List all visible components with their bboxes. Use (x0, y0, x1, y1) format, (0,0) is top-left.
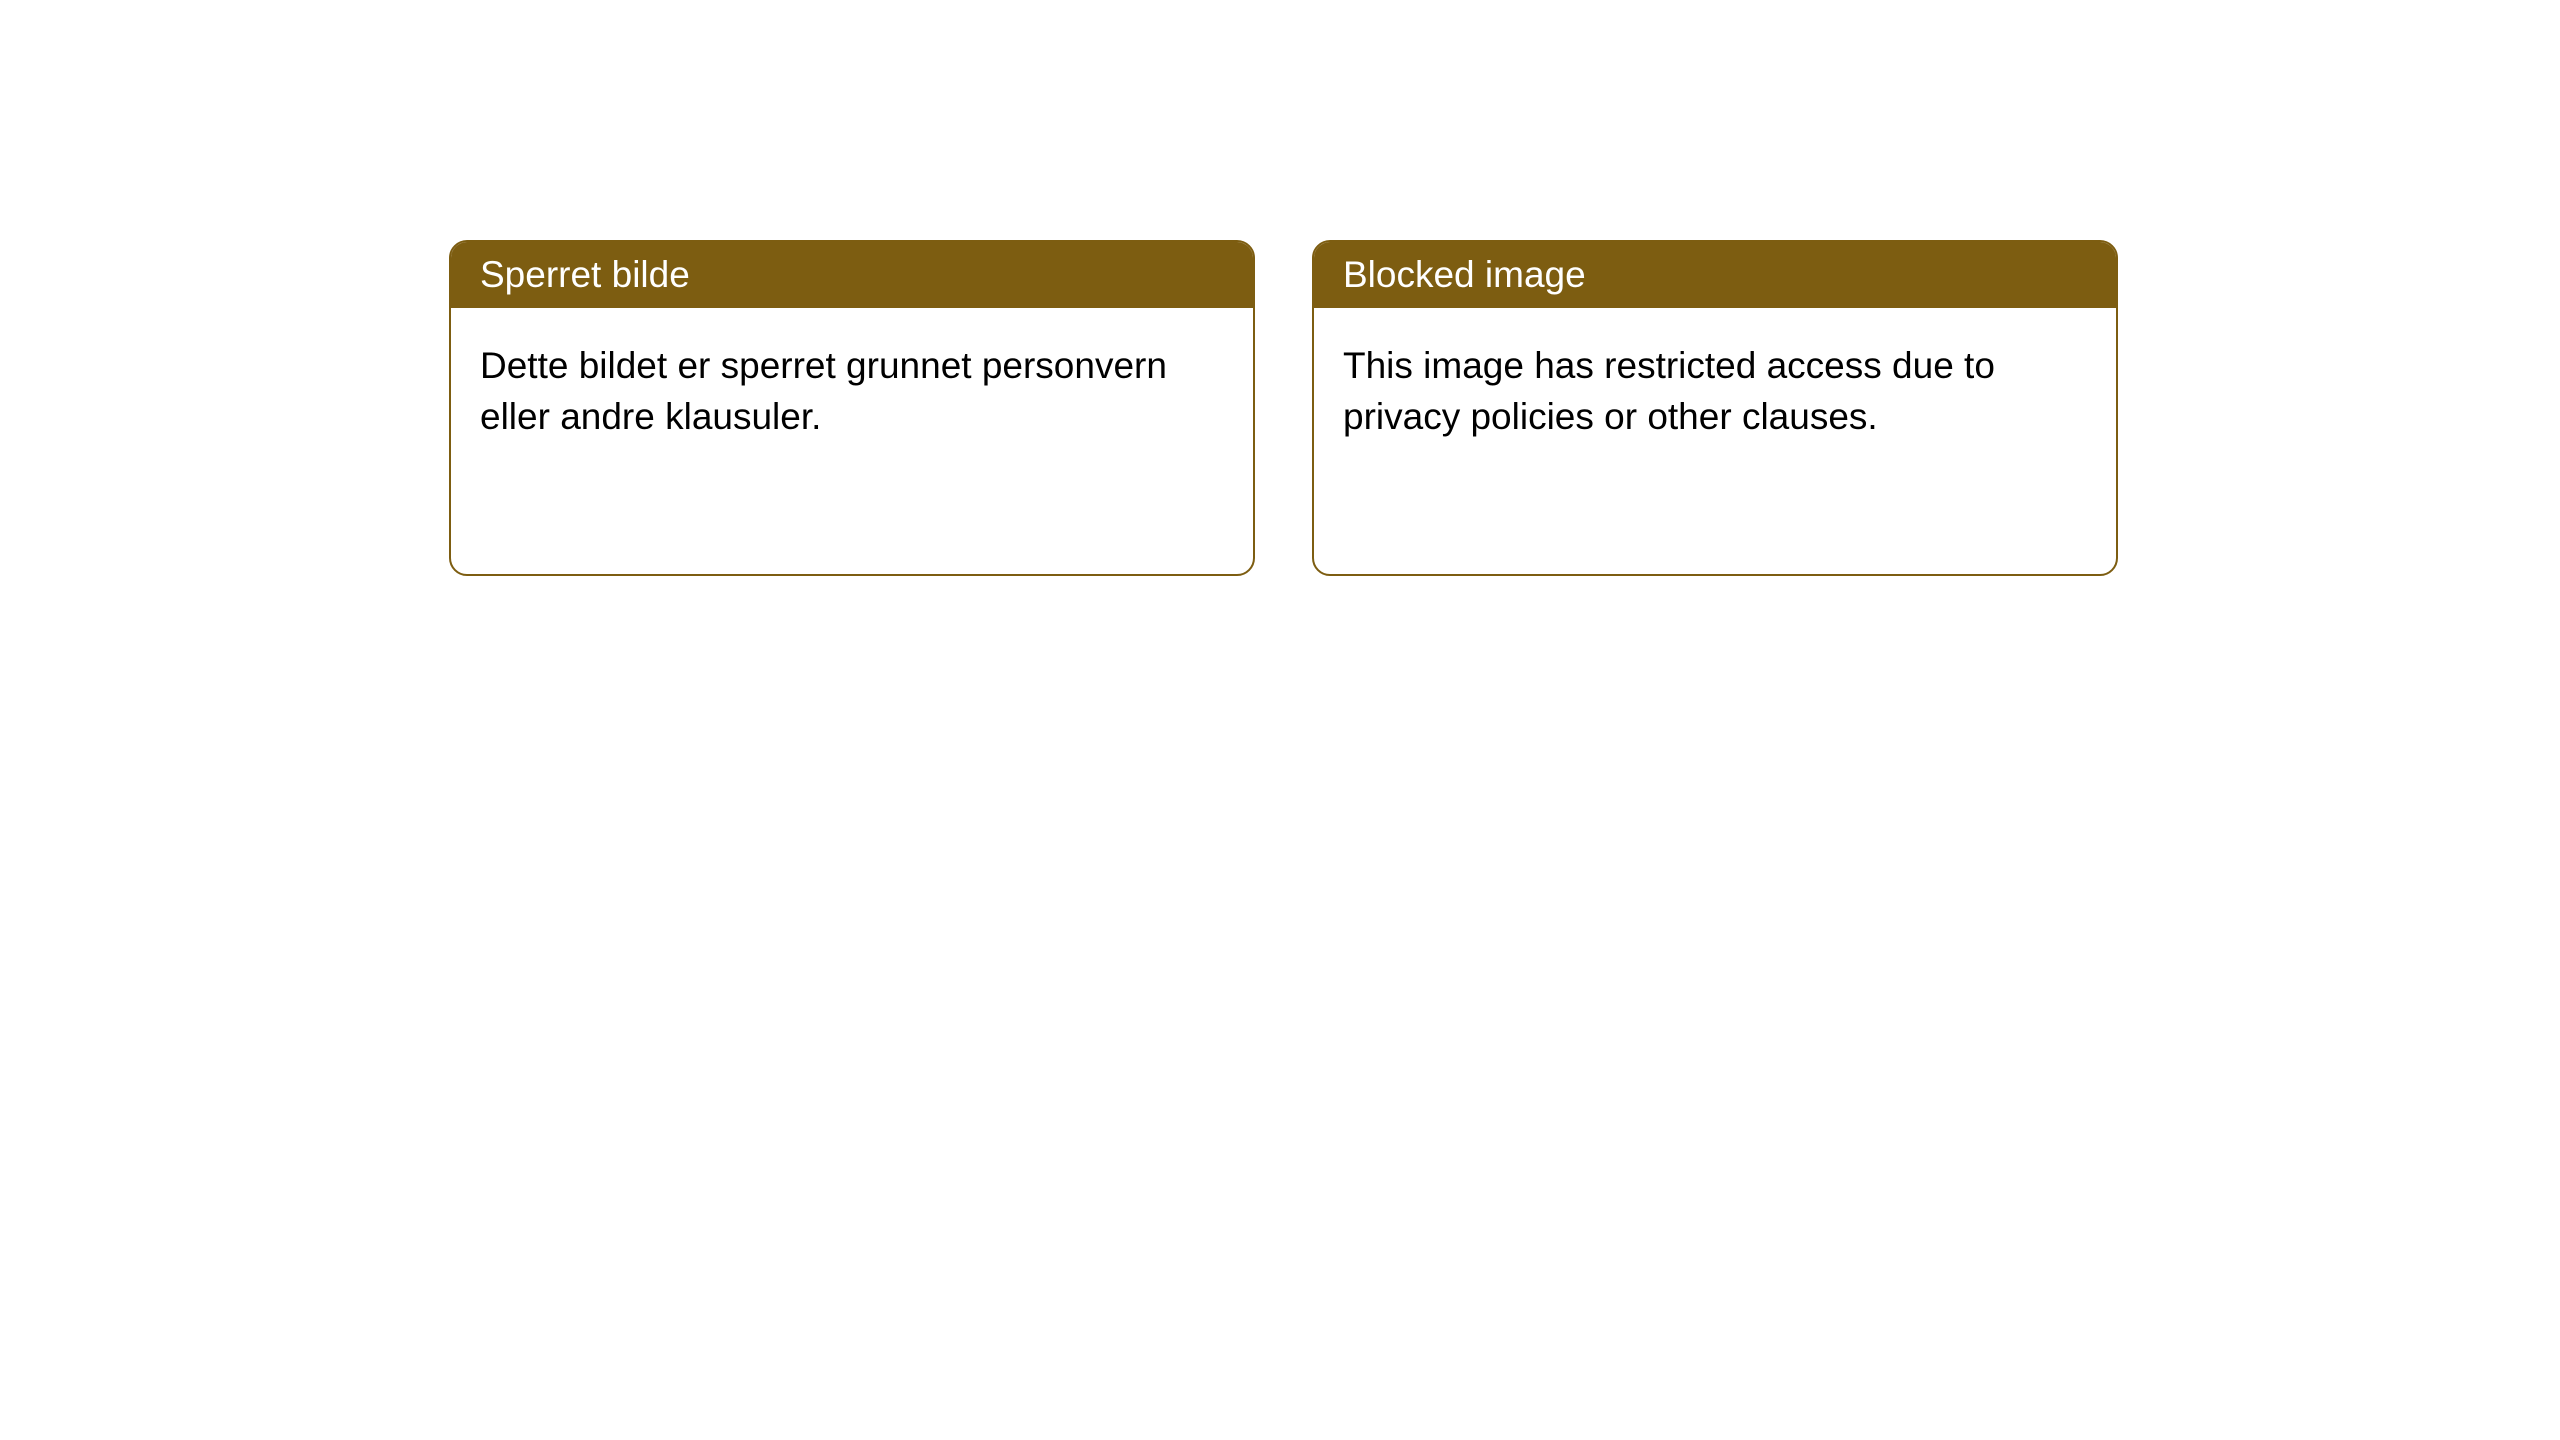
box-title-english: Blocked image (1314, 242, 2116, 308)
box-title-norwegian: Sperret bilde (451, 242, 1253, 308)
blocked-image-notices: Sperret bilde Dette bildet er sperret gr… (449, 240, 2118, 576)
blocked-image-box-english: Blocked image This image has restricted … (1312, 240, 2118, 576)
blocked-image-box-norwegian: Sperret bilde Dette bildet er sperret gr… (449, 240, 1255, 576)
box-body-norwegian: Dette bildet er sperret grunnet personve… (451, 308, 1253, 474)
box-body-english: This image has restricted access due to … (1314, 308, 2116, 474)
